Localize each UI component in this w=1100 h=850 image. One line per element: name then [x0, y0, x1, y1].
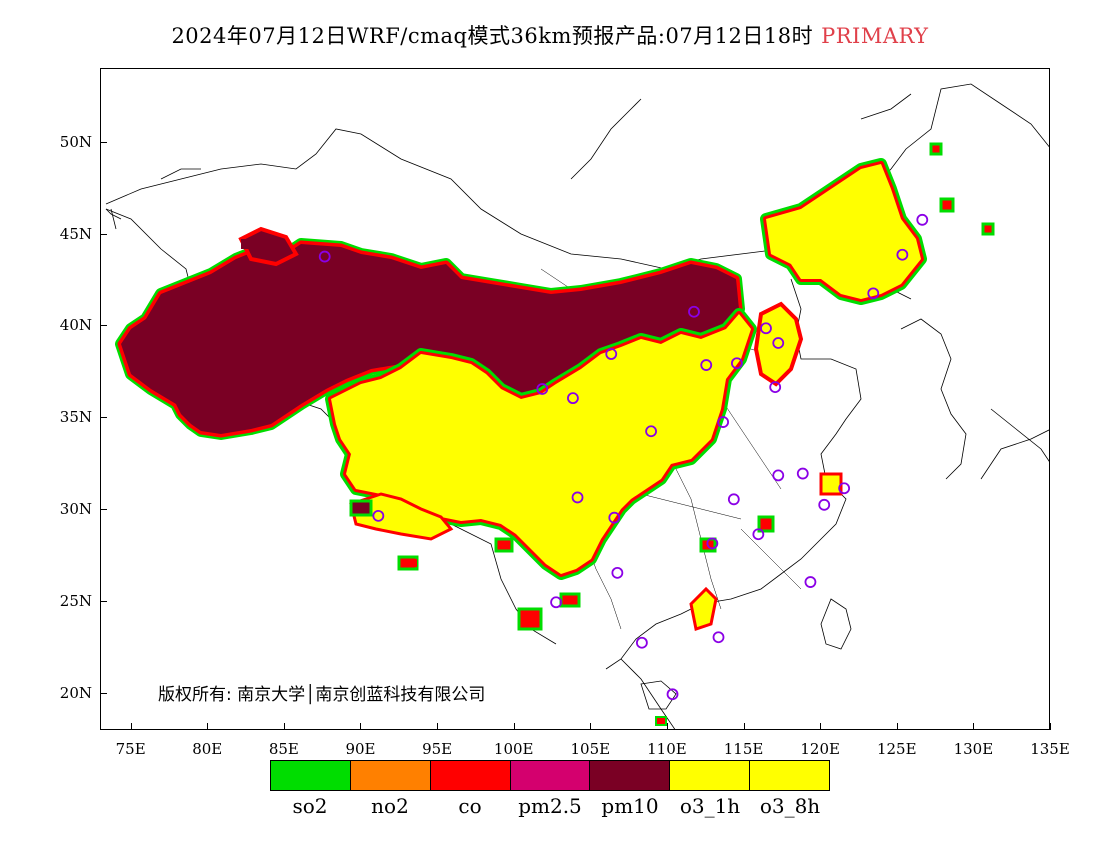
legend-swatch-no2	[350, 761, 431, 790]
lon-tick-label: 100E	[493, 740, 534, 758]
lon-tick-label: 105E	[570, 740, 611, 758]
station-marker	[700, 359, 713, 371]
lon-tick-mark	[1050, 723, 1051, 730]
lon-tick-mark	[437, 723, 439, 730]
lon-tick-label: 110E	[647, 740, 687, 758]
lon-tick-mark	[973, 723, 975, 730]
lon-tick-label: 130E	[953, 740, 994, 758]
lon-tick-mark	[360, 723, 362, 730]
lon-tick-mark	[283, 723, 285, 730]
legend-label: pm10	[601, 794, 659, 818]
station-marker	[712, 631, 725, 644]
station-marker	[666, 688, 679, 701]
station-marker	[769, 381, 782, 394]
copyright-text: 版权所有: 南京大学│南京创蓝科技有限公司	[158, 685, 486, 705]
lon-tick-mark	[130, 723, 132, 730]
map-title: 2024年07月12日WRF/cmaq模式36km预报产品:07月12日18时 P…	[0, 20, 1100, 50]
station-marker	[567, 392, 579, 405]
legend-swatch-pm10	[590, 761, 671, 790]
legend-swatch-so2	[271, 761, 351, 790]
coastline-east	[105, 98, 1049, 710]
lat-tick-label: 35N	[59, 408, 92, 427]
lon-tick-label: 115E	[723, 740, 764, 758]
lon-tick-label: 125E	[876, 740, 917, 758]
legend-labels: so2 no2 co pm2.5 pm10 o3_1h o3_8h	[270, 794, 830, 818]
map-canvas	[105, 83, 1049, 729]
legend-label: so2	[292, 794, 328, 818]
lon-tick-mark	[896, 723, 898, 730]
station-marker	[796, 467, 809, 480]
legend-bar	[270, 760, 830, 791]
station-marker	[706, 537, 719, 550]
lon-tick-label: 85E	[268, 740, 299, 758]
station-marker	[717, 416, 729, 428]
legend-swatch-o31h	[670, 761, 751, 790]
station-marker	[550, 596, 562, 609]
station-marker	[818, 498, 831, 511]
station-marker	[605, 348, 618, 360]
lat-tick-mark	[100, 417, 107, 419]
lon-tick-mark	[820, 723, 822, 730]
title-main: 2024年07月12日WRF/cmaq模式36km预报产品:07月12日18时	[171, 24, 814, 48]
station-marker	[688, 305, 700, 318]
lat-tick-mark	[100, 601, 107, 603]
legend-label: no2	[371, 794, 409, 818]
station-marker	[571, 491, 584, 504]
legend-label: co	[458, 794, 482, 818]
station-marker	[608, 511, 621, 524]
lat-tick-label: 20N	[59, 684, 92, 703]
lat-tick-label: 30N	[59, 500, 92, 519]
lat-tick-mark	[100, 325, 107, 327]
legend-swatch-o38h	[750, 761, 830, 790]
station-marker	[730, 357, 743, 370]
legend-label: o3_1h	[679, 794, 741, 818]
station-marker	[896, 248, 909, 261]
station-marker	[916, 213, 929, 226]
city-stations	[318, 213, 929, 701]
station-marker	[804, 576, 817, 588]
legend-swatch-pm25	[510, 761, 591, 790]
lat-tick-label: 25N	[59, 592, 92, 611]
lat-tick-mark	[100, 509, 107, 511]
station-marker	[727, 493, 740, 506]
lon-tick-mark	[590, 723, 592, 730]
lat-tick-label: 40N	[59, 316, 92, 335]
station-marker	[611, 566, 624, 579]
title-tag: PRIMARY	[821, 24, 929, 48]
lat-tick-label: 50N	[59, 132, 92, 151]
lon-tick-mark	[513, 723, 515, 730]
lon-tick-label: 80E	[192, 740, 223, 758]
lat-tick-mark	[100, 693, 107, 695]
lon-tick-mark	[743, 723, 745, 730]
o3-region-central	[325, 308, 757, 580]
lon-tick-mark	[666, 723, 668, 730]
map-panel	[100, 68, 1050, 730]
station-marker	[318, 250, 331, 263]
o3-region-northeast	[753, 158, 927, 387]
station-marker	[752, 528, 765, 541]
station-marker	[536, 383, 549, 395]
station-marker	[772, 469, 785, 482]
station-marker	[645, 425, 657, 438]
legend-label: o3_8h	[759, 794, 821, 818]
lat-tick-mark	[100, 233, 107, 235]
lon-tick-label: 75E	[115, 740, 146, 758]
pollution-fields	[115, 142, 995, 726]
station-marker	[760, 322, 772, 335]
scattered-patches	[238, 142, 995, 726]
lon-tick-label: 90E	[345, 740, 376, 758]
station-marker	[372, 509, 385, 522]
lon-tick-label: 95E	[422, 740, 453, 758]
legend-label: pm2.5	[518, 794, 582, 818]
lat-tick-mark	[100, 141, 107, 143]
station-marker	[867, 287, 880, 300]
lon-tick-mark	[207, 723, 209, 730]
lat-tick-label: 45N	[59, 224, 92, 243]
lon-tick-label: 135E	[1030, 740, 1070, 758]
station-marker	[635, 636, 648, 649]
legend-swatch-co	[430, 761, 511, 790]
lon-tick-label: 120E	[800, 740, 840, 758]
station-marker	[772, 337, 785, 349]
station-marker	[838, 482, 851, 495]
